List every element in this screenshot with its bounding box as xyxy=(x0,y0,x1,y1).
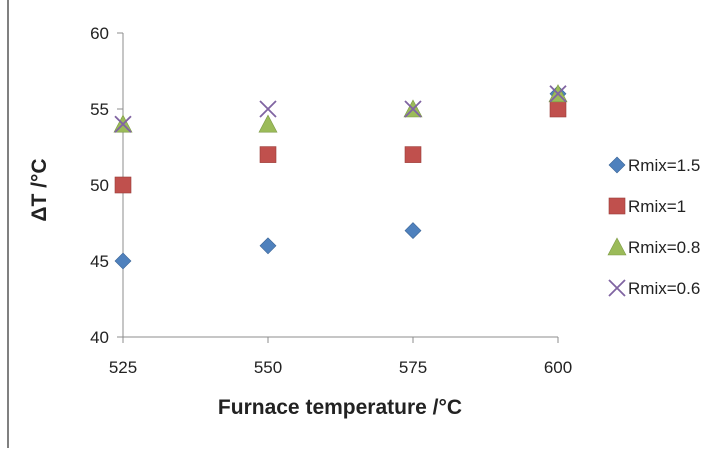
x-tick-label: 600 xyxy=(544,358,572,377)
data-point xyxy=(549,100,567,118)
legend-label: Rmix=0.8 xyxy=(628,238,700,257)
data-point xyxy=(114,176,132,194)
data-point xyxy=(259,100,277,118)
legend-marker xyxy=(608,279,626,297)
data-point xyxy=(114,252,132,270)
data-point xyxy=(259,237,277,255)
legend-marker xyxy=(607,237,627,256)
x-tick-label: 525 xyxy=(109,358,137,377)
data-point xyxy=(549,85,567,103)
series-1 xyxy=(114,85,567,270)
x-axis-title: Furnace temperature /°C xyxy=(218,396,462,419)
legend-label: Rmix=1.5 xyxy=(628,156,700,175)
y-tick-label: 50 xyxy=(90,176,109,195)
legend-label: Rmix=1 xyxy=(628,197,686,216)
data-point xyxy=(114,115,132,133)
legend-item: Rmix=1.5 xyxy=(608,156,700,175)
axes: 40 45 50 55 60 525 550 575 600 xyxy=(90,24,572,377)
data-point xyxy=(258,114,278,133)
series-4 xyxy=(114,85,567,133)
legend-marker xyxy=(608,197,626,215)
series-2 xyxy=(114,100,567,194)
legend-item: Rmix=0.6 xyxy=(608,279,700,298)
legend-item: Rmix=1 xyxy=(608,197,686,216)
y-axis-title: ΔT /°C xyxy=(28,158,51,221)
data-point xyxy=(404,146,422,163)
legend-marker xyxy=(608,156,626,174)
y-tick-label: 45 xyxy=(90,252,109,271)
data-point xyxy=(404,100,422,118)
x-tick-label: 575 xyxy=(399,358,427,377)
legend-item: Rmix=0.8 xyxy=(607,237,700,257)
series-3 xyxy=(113,84,568,133)
x-tick-label: 550 xyxy=(254,358,282,377)
plot-area xyxy=(113,84,568,270)
data-point xyxy=(404,222,422,240)
y-tick-label: 60 xyxy=(90,24,109,43)
legend: Rmix=1.5 Rmix=1 Rmix=0.8 Rmix=0.6 xyxy=(607,156,700,298)
legend-label: Rmix=0.6 xyxy=(628,279,700,298)
y-tick-label: 55 xyxy=(90,100,109,119)
y-tick-label: 40 xyxy=(90,328,109,347)
data-point xyxy=(259,146,277,163)
